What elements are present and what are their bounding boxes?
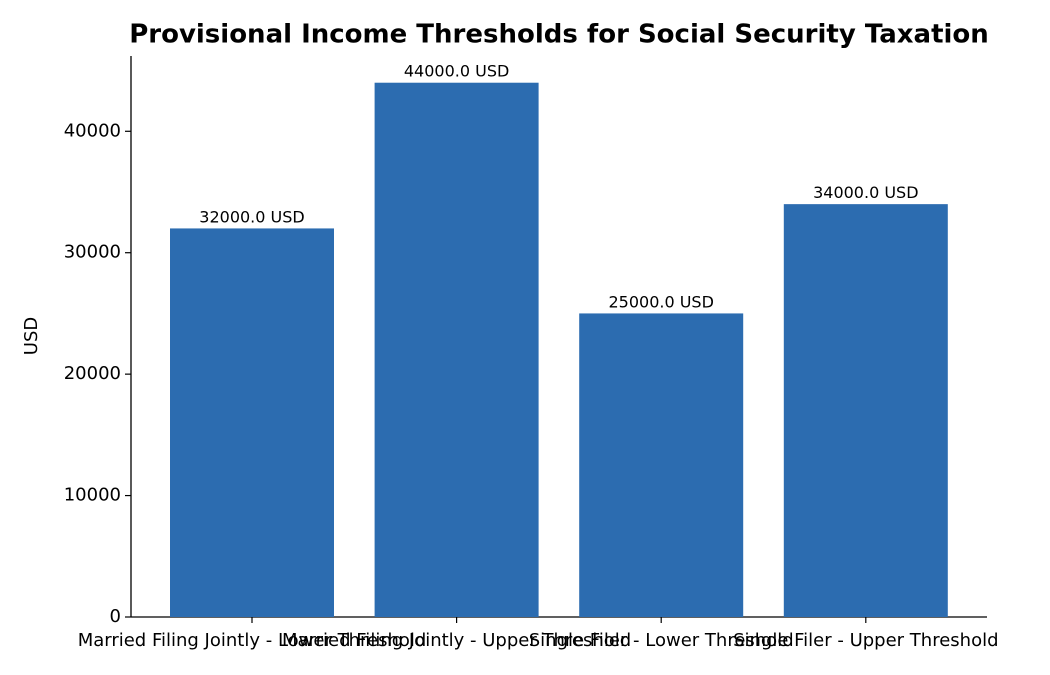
y-tick-label: 0 — [110, 606, 121, 627]
y-tick-label: 20000 — [64, 363, 121, 384]
value-label: 25000.0 USD — [608, 292, 713, 311]
y-tick-label: 30000 — [64, 242, 121, 263]
x-tick-label: Single Filer - Upper Threshold — [733, 630, 998, 651]
bar — [374, 82, 539, 617]
x-tick-label: Single Filer - Lower Threshold — [529, 630, 794, 651]
y-tick-label: 10000 — [64, 485, 121, 506]
value-label: 34000.0 USD — [813, 183, 918, 202]
x-tick-label: Married Filing Jointly - Upper Threshold — [282, 630, 631, 651]
y-tick-label: 40000 — [64, 120, 121, 141]
y-axis-label: USD — [21, 317, 42, 355]
value-label: 32000.0 USD — [199, 207, 304, 226]
value-label: 44000.0 USD — [404, 62, 509, 81]
chart-title: Provisional Income Thresholds for Social… — [129, 20, 989, 50]
bar — [170, 228, 334, 617]
bar — [783, 204, 948, 617]
bar — [579, 313, 744, 617]
x-tick-label: Married Filing Jointly - Lower Threshold — [78, 630, 427, 651]
